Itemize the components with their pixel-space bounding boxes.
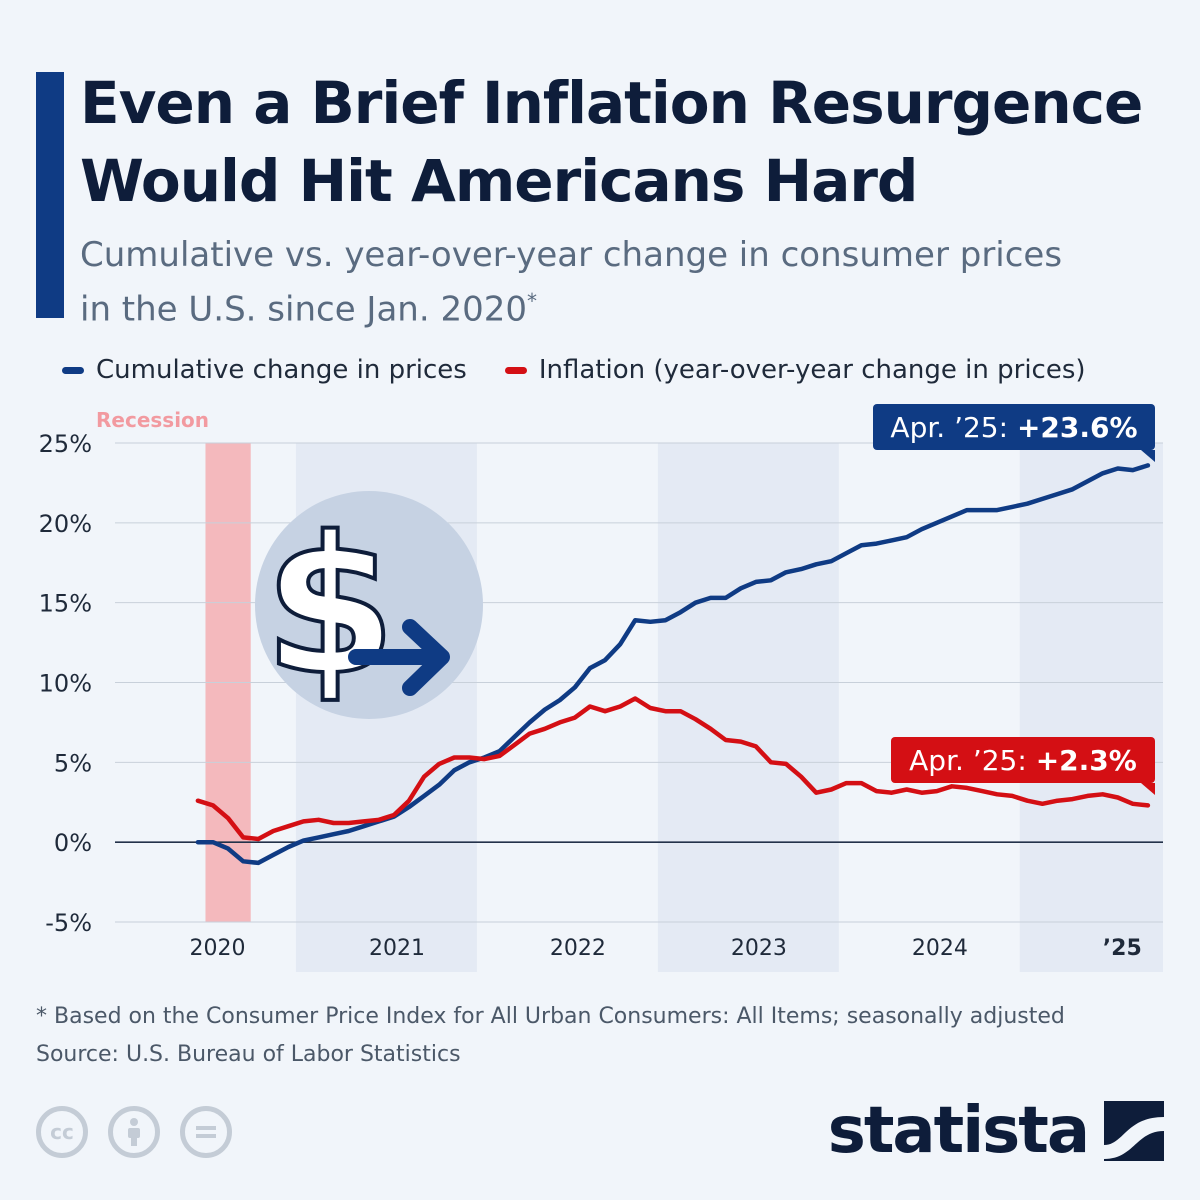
page-title: Even a Brief Inflation Resurgence Would …: [80, 64, 1190, 220]
callout-value-1: +2.3%: [1036, 744, 1137, 777]
title-line-1: Even a Brief Inflation Resurgence: [80, 69, 1143, 137]
y-tick-label-1: 0%: [54, 829, 92, 857]
legend-swatch-cumulative: [62, 366, 84, 374]
subtitle-footnote-mark: *: [526, 289, 537, 313]
y-tick-label-0: -5%: [45, 909, 92, 937]
series-line-0: [195, 463, 1151, 866]
series-line-1: [195, 696, 1151, 842]
subtitle-line-1: Cumulative vs. year-over-year change in …: [80, 235, 1063, 275]
callout-box-1: [891, 737, 1155, 783]
license-icons: cc: [36, 1106, 252, 1158]
arrow-right-icon: [348, 619, 450, 696]
callout-pointer-0: [1141, 450, 1155, 462]
brand-wordmark: statista: [827, 1094, 1090, 1168]
footnote-block: * Based on the Consumer Price Index for …: [36, 998, 1176, 1074]
footnote-text: * Based on the Consumer Price Index for …: [36, 1004, 1065, 1029]
callout-prefix-1: Apr. ’25:: [909, 744, 1036, 777]
x-tick-label-0: 2020: [190, 936, 246, 961]
attribution-icon[interactable]: [108, 1106, 160, 1158]
callout-pointer-1: [1141, 783, 1155, 795]
legend-item-inflation: Inflation (year-over-year change in pric…: [504, 355, 1086, 385]
chart-legend: Cumulative change in prices Inflation (y…: [62, 350, 1124, 390]
subtitle-line-2-text: in the U.S. since Jan. 2020: [80, 289, 527, 330]
y-tick-label-3: 10%: [39, 670, 92, 698]
legend-label-cumulative: Cumulative change in prices: [96, 355, 467, 385]
line-chart: Recession -5% 0% 5% 10% 15% 20% 25% 2020 2021 2022…: [39, 404, 1163, 972]
equals-glyph: [196, 1126, 216, 1138]
legend-item-cumulative: Cumulative change in prices: [62, 355, 467, 385]
year-band-5: [1019, 443, 1163, 972]
page-subtitle: Cumulative vs. year-over-year change in …: [80, 232, 1190, 332]
creative-commons-icon[interactable]: cc: [36, 1106, 88, 1158]
legend-swatch-inflation: [504, 366, 527, 374]
callout-label-0: Apr. ’25: +23.6%: [890, 411, 1137, 444]
callout-box-0: [873, 404, 1155, 450]
callout-value-0: +23.6%: [1017, 411, 1138, 444]
title-accent-bar: [36, 72, 64, 318]
x-tick-label-5: ’25: [1103, 936, 1142, 961]
source-text: Source: U.S. Bureau of Labor Statistics: [36, 1042, 461, 1067]
no-derivatives-icon[interactable]: [180, 1106, 232, 1158]
x-tick-label-1: 2021: [369, 936, 425, 961]
legend-label-inflation: Inflation (year-over-year change in pric…: [538, 355, 1086, 385]
y-tick-label-6: 25%: [39, 430, 92, 458]
x-tick-label-4: 2024: [912, 936, 968, 961]
subtitle-line-2: in the U.S. since Jan. 2020*: [80, 278, 1190, 332]
person-glyph: [128, 1118, 140, 1146]
dollar-sign-icon: $: [264, 496, 396, 717]
statista-mark-icon: [1104, 1101, 1164, 1161]
x-tick-label-3: 2023: [731, 936, 787, 961]
y-tick-label-4: 15%: [39, 590, 92, 618]
callout-prefix-0: Apr. ’25:: [890, 411, 1017, 444]
x-tick-label-2: 2022: [550, 936, 606, 961]
callout-label-1: Apr. ’25: +2.3%: [909, 744, 1137, 777]
y-tick-label-5: 20%: [39, 510, 92, 538]
recession-label: Recession: [96, 408, 209, 432]
statista-logo[interactable]: statista: [828, 1094, 1164, 1168]
year-band-3: [657, 443, 839, 972]
title-line-2: Would Hit Americans Hard: [80, 147, 918, 215]
y-tick-label-2: 5%: [54, 749, 92, 777]
